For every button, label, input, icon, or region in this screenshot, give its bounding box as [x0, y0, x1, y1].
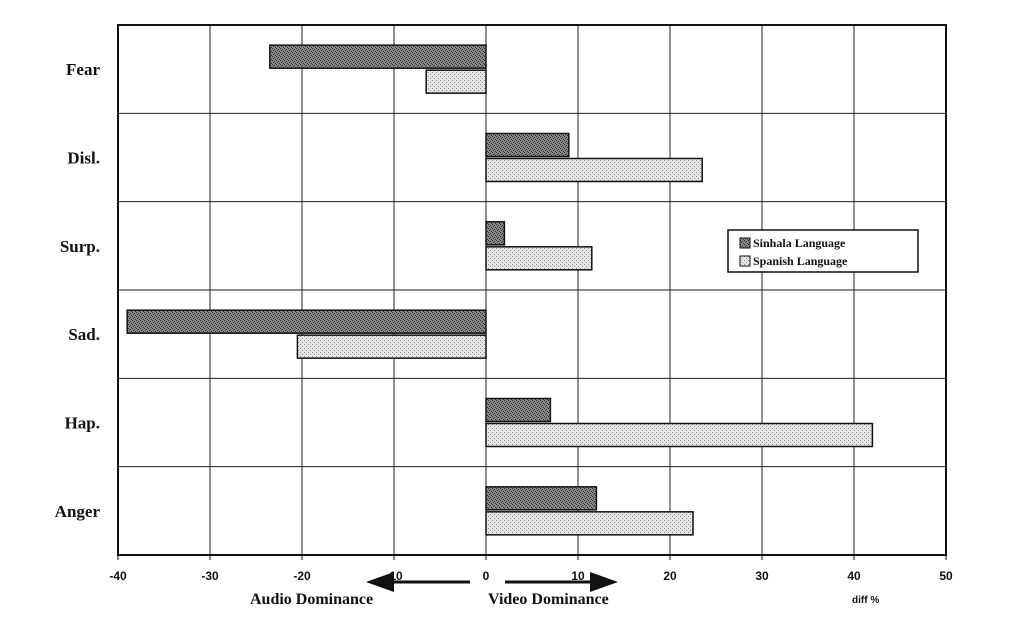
legend-label-spanish: Spanish Language: [753, 254, 848, 268]
category-label: Anger: [55, 502, 101, 521]
x-tick-label: -30: [201, 569, 219, 583]
x-tick-label: 50: [939, 569, 953, 583]
legend-swatch-spanish: [739, 255, 751, 267]
bar-sinhala-anger: [485, 486, 598, 511]
arrow-left-icon: [366, 572, 470, 592]
bar-sinhala-surp: [485, 221, 506, 246]
bars: [126, 44, 874, 536]
category-label: Fear: [66, 60, 100, 79]
bar-sinhala-fear: [269, 44, 487, 69]
legend: Sinhala Language Spanish Language: [727, 229, 919, 273]
bar-spanish-hap: [485, 422, 874, 448]
x-tick-label: 0: [483, 569, 490, 583]
category-label: Sad.: [68, 325, 100, 344]
category-label: Hap.: [65, 414, 100, 433]
bar-sinhala-disl: [485, 132, 570, 158]
bar-sinhala-hap: [485, 397, 552, 423]
bar-spanish-surp: [485, 246, 593, 271]
legend-label-sinhala: Sinhala Language: [753, 236, 846, 250]
plot-border: [117, 24, 947, 556]
axes: [117, 24, 947, 560]
category-label: Surp.: [60, 237, 100, 256]
legend-swatch-sinhala: [739, 237, 751, 249]
bar-spanish-fear: [425, 69, 487, 94]
grid: [117, 25, 947, 555]
arrow-right-icon: [505, 572, 618, 592]
bar-sinhala-sad: [126, 309, 487, 334]
dominance-annotations: Audio Dominance Video Dominance diff %: [250, 572, 879, 608]
x-tick-label: 10: [571, 569, 585, 583]
legend-box: [727, 229, 919, 273]
x-tick-label: 30: [755, 569, 769, 583]
x-tick-label: -20: [293, 569, 311, 583]
x-tick-label: 20: [663, 569, 677, 583]
labels: FearDisl.Surp.Sad.Hap.Anger-40-30-20-100…: [55, 60, 953, 583]
video-dominance-label: Video Dominance: [488, 591, 609, 608]
bar-spanish-sad: [296, 334, 487, 359]
x-axis-unit-label: diff %: [852, 595, 879, 606]
bar-spanish-disl: [485, 157, 703, 183]
bar-spanish-anger: [485, 511, 694, 536]
x-tick-label: 40: [847, 569, 861, 583]
x-tick-label: -40: [109, 569, 127, 583]
category-label: Disl.: [67, 149, 100, 168]
audio-dominance-label: Audio Dominance: [250, 591, 373, 608]
